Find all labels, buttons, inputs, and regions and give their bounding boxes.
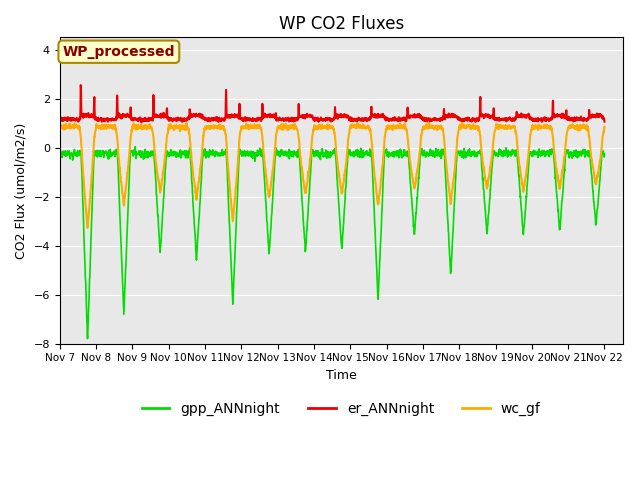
wc_gf (600, 124, 608, 130)
gpp_ANNnight (209, 152, 216, 158)
wc_gf (568, 123, 576, 129)
gpp_ANNnight (56, 150, 63, 156)
gpp_ANNnight (84, 336, 92, 342)
Title: WP CO2 Fluxes: WP CO2 Fluxes (278, 15, 404, 33)
X-axis label: Time: Time (326, 369, 356, 382)
er_ANNnight (600, 119, 608, 124)
gpp_ANNnight (360, 151, 368, 156)
er_ANNnight (56, 118, 63, 123)
gpp_ANNnight (568, 150, 576, 156)
wc_gf (348, 124, 356, 130)
er_ANNnight (553, 113, 561, 119)
er_ANNnight (209, 117, 216, 122)
gpp_ANNnight (553, 192, 561, 197)
gpp_ANNnight (491, 151, 499, 156)
wc_gf (458, 120, 466, 126)
wc_gf (208, 123, 216, 129)
Line: wc_gf: wc_gf (60, 123, 604, 228)
er_ANNnight (491, 116, 499, 122)
er_ANNnight (568, 115, 576, 121)
gpp_ANNnight (131, 144, 139, 150)
wc_gf (553, 168, 561, 174)
wc_gf (491, 129, 499, 134)
Legend: gpp_ANNnight, er_ANNnight, wc_gf: gpp_ANNnight, er_ANNnight, wc_gf (136, 396, 547, 422)
wc_gf (84, 225, 92, 231)
er_ANNnight (360, 118, 368, 123)
wc_gf (56, 124, 63, 130)
er_ANNnight (348, 118, 356, 123)
gpp_ANNnight (348, 153, 356, 158)
er_ANNnight (138, 120, 145, 125)
Text: WP_processed: WP_processed (63, 45, 175, 59)
Line: gpp_ANNnight: gpp_ANNnight (60, 147, 604, 339)
Y-axis label: CO2 Flux (umol/m2/s): CO2 Flux (umol/m2/s) (15, 122, 28, 259)
wc_gf (360, 124, 367, 130)
gpp_ANNnight (600, 151, 608, 157)
er_ANNnight (77, 82, 84, 88)
Line: er_ANNnight: er_ANNnight (60, 85, 604, 122)
